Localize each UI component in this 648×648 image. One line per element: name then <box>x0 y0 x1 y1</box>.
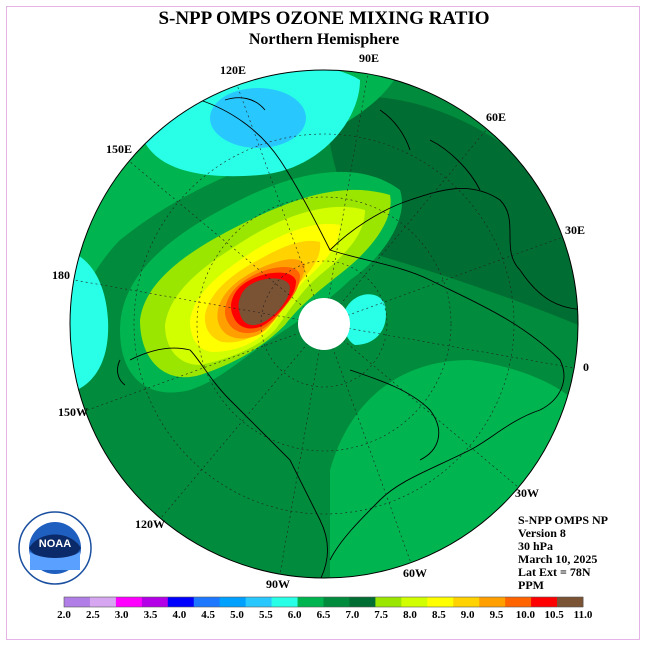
info-block: S-NPP OMPS NP Version 8 30 hPa March 10,… <box>518 514 608 592</box>
colorbar-tick-label: 7.0 <box>345 609 359 621</box>
noaa-logo: NOAA <box>18 511 92 585</box>
colorbar-swatch <box>115 597 143 607</box>
contour-11-0 <box>238 278 290 326</box>
colorbar-tick-label: 6.0 <box>288 609 302 621</box>
colorbar-tick-label: 2.5 <box>86 609 100 621</box>
info-date: March 10, 2025 <box>518 552 598 566</box>
colorbar-tick-label: 3.5 <box>144 609 158 621</box>
lon-label-120e: 120E <box>220 63 247 77</box>
info-pressure: 30 hPa <box>518 539 554 553</box>
lon-label-150e: 150E <box>106 142 133 156</box>
coastlines <box>117 97 578 578</box>
colorbar-border <box>63 596 584 608</box>
colorbar-swatch <box>479 597 506 607</box>
lon-label-90e: 90E <box>359 51 380 65</box>
lon-label-180: 180 <box>52 268 70 282</box>
colorbar-tick-label: 4.0 <box>172 609 186 621</box>
colorbar: 2.0 2.5 3.0 3.5 4.0 4.5 5.0 5.5 6.0 6.5 7.0 7.5 8.0 8… <box>57 596 593 621</box>
colorbar-swatch <box>167 597 195 607</box>
page-subtitle: Northern Hemisphere <box>248 31 400 48</box>
colorbar-tick-label: 4.5 <box>201 609 215 621</box>
colorbar-tick-label: 5.5 <box>259 609 273 621</box>
info-lat-ext: Lat Ext = 78N <box>518 565 591 579</box>
colorbar-tick-label: 8.0 <box>403 609 417 621</box>
colorbar-swatch <box>64 597 91 607</box>
colorbar-swatch <box>505 597 532 607</box>
colorbar-swatch <box>531 597 558 607</box>
lon-label-90w: 90W <box>266 577 290 591</box>
colorbar-swatch <box>427 597 454 607</box>
contour-dark-east <box>328 96 578 330</box>
colorbar-tick-label: 10.5 <box>545 609 565 621</box>
colorbar-tick-label: 2.0 <box>57 609 71 621</box>
colorbar-tick-label: 3.0 <box>115 609 129 621</box>
lon-label-150w: 150W <box>58 405 88 419</box>
polar-gap <box>298 298 350 350</box>
colorbar-tick-label: 6.5 <box>317 609 331 621</box>
colorbar-swatch <box>89 597 117 607</box>
colorbar-tick-label: 9.5 <box>490 609 504 621</box>
colorbar-swatch <box>297 597 324 607</box>
logo-text: NOAA <box>39 538 71 550</box>
lon-label-120w: 120W <box>135 517 165 531</box>
colorbar-swatch <box>349 597 376 607</box>
colorbar-tick-label: 10.0 <box>516 609 536 621</box>
colorbar-swatch <box>401 597 428 607</box>
lon-label-30e: 30E <box>565 223 586 237</box>
colorbar-tick-label: 11.0 <box>574 609 593 621</box>
colorbar-swatch <box>453 597 480 607</box>
colorbar-tick-label: 5.0 <box>230 609 244 621</box>
ozone-field <box>70 70 578 578</box>
lon-label-60w: 60W <box>403 566 427 580</box>
info-version: Version 8 <box>518 526 566 540</box>
meridians <box>73 72 575 575</box>
info-units: PPM <box>518 578 544 592</box>
lon-label-0: 0 <box>583 360 589 374</box>
colorbar-swatch <box>219 597 247 607</box>
colorbar-swatch <box>375 597 402 607</box>
colorbar-swatch <box>323 597 350 607</box>
colorbar-swatch <box>141 597 169 607</box>
figure-frame <box>6 6 640 640</box>
contour-blue-north <box>210 88 306 148</box>
lon-label-30w: 30W <box>515 486 539 500</box>
colorbar-swatch <box>557 597 584 607</box>
lon-label-60e: 60E <box>486 110 507 124</box>
colorbar-swatch <box>193 597 221 607</box>
colorbar-tick-label: 9.0 <box>461 609 475 621</box>
colorbar-swatch <box>245 597 272 607</box>
info-instrument: S-NPP OMPS NP <box>518 513 608 527</box>
colorbar-swatch <box>271 597 298 607</box>
colorbar-tick-label: 8.5 <box>432 609 446 621</box>
colorbar-tick-label: 7.5 <box>374 609 388 621</box>
contour-cyan-pole <box>343 294 386 345</box>
latitude-circles <box>133 133 515 515</box>
map-boundary <box>69 69 579 579</box>
page-title: S-NPP OMPS OZONE MIXING RATIO <box>158 8 490 29</box>
